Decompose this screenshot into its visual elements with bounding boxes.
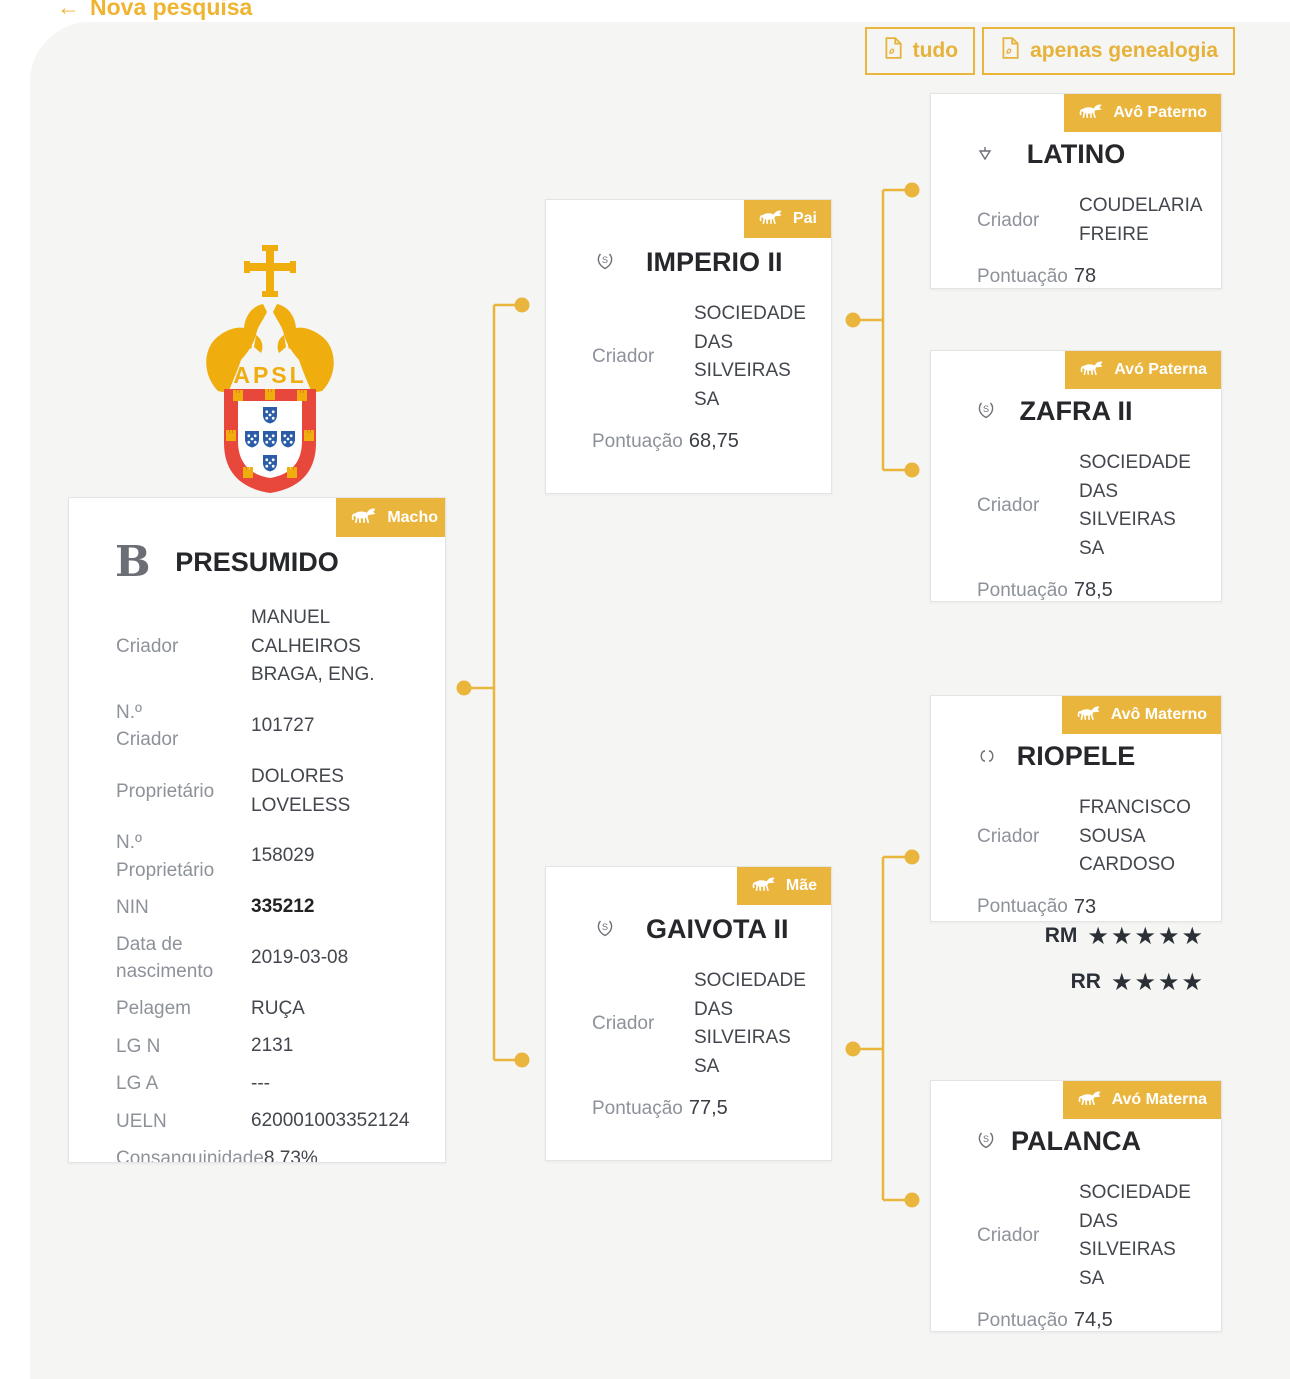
horse-name: GAIVOTA II xyxy=(646,914,789,944)
horse-name: PRESUMIDO xyxy=(175,547,339,577)
horse-name: LATINO xyxy=(1026,139,1126,169)
badge-pai: Pai xyxy=(743,200,831,238)
horse-name: PALANCA xyxy=(1011,1126,1141,1156)
castles xyxy=(226,389,314,478)
detail-row-data-nascimento: Data de nascimento 2019-03-08 xyxy=(116,933,349,983)
card-avo-materno[interactable]: Avô Materno RIOPELE Criador FRANCISCO SOU… xyxy=(930,695,1222,922)
apsl-crest-logo: APSL xyxy=(190,243,350,495)
rating-rr: RR ★★★★ xyxy=(1071,968,1205,996)
pdf-file-icon xyxy=(882,37,904,65)
rating-rm: RM ★★★★★ xyxy=(1045,922,1205,950)
detail-row-criador: Criador MANUEL CALHEIROS BRAGA, ENG. xyxy=(116,607,375,686)
badge-mae-label: Mãe xyxy=(785,877,817,894)
cross-icon xyxy=(244,245,296,297)
pdf-export-buttons: tudo apenas genealogia xyxy=(864,27,1235,75)
horseshoe-s-brand-icon: S xyxy=(596,919,614,939)
horses-icon xyxy=(206,304,334,393)
rating-rr-stars: ★★★★ xyxy=(1110,968,1205,996)
detail-row-proprietario: Proprietário DOLORES LOVELESS xyxy=(116,766,351,816)
detail-row-consanguinidade: Consanguinidade 8,73% xyxy=(116,1147,318,1163)
criador-row: Criador SOCIEDADE DAS SILVEIRAS SA xyxy=(592,970,806,1077)
pdf-genealogy-only-button-label: apenas genealogia xyxy=(1030,39,1218,62)
apsl-caption: APSL xyxy=(233,362,306,388)
badge-macho-label: Macho xyxy=(387,508,438,526)
pdf-file-icon xyxy=(999,37,1021,65)
pdf-genealogy-only-button[interactable]: apenas genealogia xyxy=(982,27,1235,75)
card-avo-paterno[interactable]: Avô Paterno LATINO Criador COUDELARIA FRE… xyxy=(930,93,1222,289)
presumido-brand-mark-icon: B xyxy=(115,537,151,587)
horse-name: ZAFRA II xyxy=(1019,396,1133,426)
detail-row-nin: NIN 335212 xyxy=(116,896,315,918)
rating-rm-stars: ★★★★★ xyxy=(1087,922,1205,950)
svg-text:S: S xyxy=(602,922,608,932)
card-pai[interactable]: Pai S IMPERIO II Criador SOCIEDADE DAS SI… xyxy=(545,199,832,494)
horse-name: IMPERIO II xyxy=(646,247,783,277)
criador-row: Criador SOCIEDADE DAS SILVEIRAS SA xyxy=(977,452,1191,559)
badge-avo-materno-label: Avô Materno xyxy=(1110,706,1207,723)
detail-row-lg-a: LG A --- xyxy=(116,1072,270,1095)
criador-row: Criador SOCIEDADE DAS SILVEIRAS SA xyxy=(592,303,806,410)
triangle-brand-icon xyxy=(977,145,993,163)
detail-row-ueln: UELN 620001003352124 xyxy=(116,1110,410,1132)
badge-mae: Mãe xyxy=(736,867,831,905)
card-avo-paterna[interactable]: Avó Paterna S ZAFRA II Criador SOCIEDADE … xyxy=(930,350,1222,602)
card-mae[interactable]: Mãe S GAIVOTA II Criador SOCIEDADE DAS SI… xyxy=(545,866,832,1161)
pontuacao-row: Pontuação 78,5 xyxy=(977,579,1113,602)
svg-text:S: S xyxy=(602,255,608,265)
horse-name: RIOPELE xyxy=(1016,741,1136,771)
back-new-search-link[interactable]: ← Nova pesquisa xyxy=(57,0,252,21)
badge-macho: Macho xyxy=(336,498,445,537)
criador-row: Criador SOCIEDADE DAS SILVEIRAS SA xyxy=(977,1182,1191,1289)
pontuacao-row: Pontuação 78 xyxy=(977,265,1097,288)
pdf-all-button[interactable]: tudo xyxy=(864,27,976,75)
criador-row: Criador COUDELARIA FREIRE xyxy=(977,195,1202,245)
pontuacao-row: Pontuação 68,75 xyxy=(592,430,739,453)
badge-avo-paterna: Avó Paterna xyxy=(1065,351,1221,389)
horse-icon xyxy=(350,506,378,529)
detail-row-n-criador: N.º Criador 101727 xyxy=(116,701,315,751)
horse-icon xyxy=(758,208,784,230)
badge-pai-label: Pai xyxy=(792,210,817,227)
horse-icon xyxy=(751,875,777,897)
badge-avo-paterna-label: Avó Paterna xyxy=(1114,361,1207,378)
badge-avo-paterno-label: Avô Paterno xyxy=(1113,104,1207,121)
card-subject-horse[interactable]: Macho B PRESUMIDO Criador MANUEL CALHEIRO… xyxy=(68,497,446,1163)
subject-details: Criador MANUEL CALHEIROS BRAGA, ENG. N.º … xyxy=(69,604,445,1163)
badge-avo-materna-label: Avó Materna xyxy=(1111,1091,1207,1108)
pontuacao-row: Pontuação 74,5 xyxy=(977,1309,1113,1332)
criador-row: Criador FRANCISCO SOUSA CARDOSO xyxy=(977,797,1191,876)
detail-row-lg-n: LG N 2131 xyxy=(116,1035,294,1057)
horseshoe-s-brand-icon: S xyxy=(977,1131,995,1151)
detail-row-pelagem: Pelagem RUÇA xyxy=(116,997,305,1020)
pdf-all-button-label: tudo xyxy=(912,39,959,62)
pontuacao-row: Pontuação 77,5 xyxy=(592,1097,728,1120)
svg-text:S: S xyxy=(983,1134,989,1144)
escutcheons xyxy=(245,407,295,472)
rating-rr-label: RR xyxy=(1070,970,1101,993)
back-link-label: Nova pesquisa xyxy=(90,0,253,20)
detail-row-n-proprietario: N.º Proprietário 158029 xyxy=(116,832,315,881)
pontuacao-row: Pontuação 73 xyxy=(977,895,1097,918)
rating-rm-label: RM xyxy=(1044,924,1078,947)
horseshoe-s-brand-icon: S xyxy=(596,252,614,272)
back-arrow-icon: ← xyxy=(57,0,80,20)
horse-icon xyxy=(1076,704,1102,726)
svg-text:S: S xyxy=(983,404,989,414)
badge-avo-materno: Avô Materno xyxy=(1061,696,1221,734)
badge-avo-materna: Avó Materna xyxy=(1062,1081,1221,1119)
horse-icon xyxy=(1079,359,1105,381)
double-c-brand-icon xyxy=(977,749,997,763)
horse-icon xyxy=(1078,102,1104,124)
badge-avo-paterno: Avô Paterno xyxy=(1064,94,1221,132)
horseshoe-s-brand-icon: S xyxy=(977,401,995,421)
card-avo-materna[interactable]: Avó Materna S PALANCA Criador SOCIEDADE D… xyxy=(930,1080,1222,1332)
horse-icon xyxy=(1077,1089,1103,1111)
